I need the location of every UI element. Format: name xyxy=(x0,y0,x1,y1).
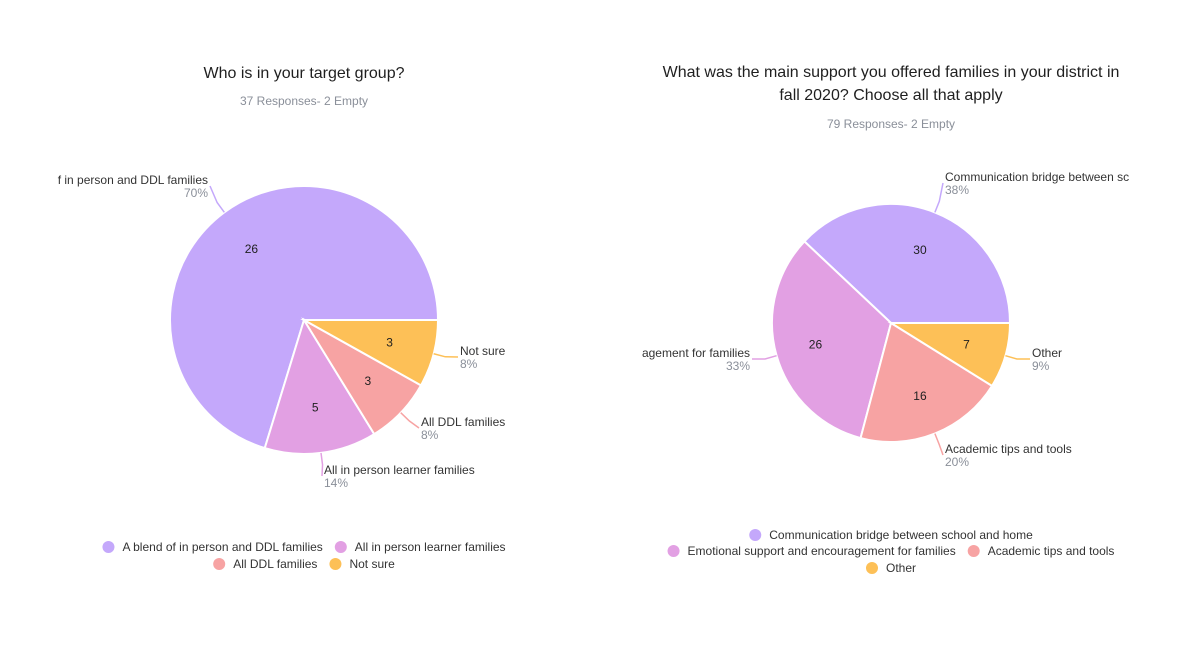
callout-percent: 8% xyxy=(460,357,478,371)
legend-swatch xyxy=(334,541,347,553)
legend-item[interactable]: Other xyxy=(865,561,916,575)
slice-value-label: 26 xyxy=(809,338,823,352)
legend-swatch xyxy=(213,558,226,570)
legend-label: All DDL families xyxy=(233,557,317,571)
callout-percent: 20% xyxy=(945,455,969,469)
pie-slice[interactable] xyxy=(263,317,376,455)
callout-percent: 33% xyxy=(726,359,750,373)
callout-line xyxy=(320,452,324,477)
pie-chart-2: What was the main support you offered fa… xyxy=(642,64,1129,575)
legend-item[interactable]: Emotional support and encouragement for … xyxy=(667,544,956,558)
slice-value-label: 7 xyxy=(963,338,970,352)
callout-percent: 8% xyxy=(421,428,439,442)
legend-label: Academic tips and tools xyxy=(988,544,1115,558)
callout-line xyxy=(400,412,420,429)
callout-label: Academic tips and tools xyxy=(945,442,1072,456)
legend-item[interactable]: Not sure xyxy=(329,557,395,571)
legend-swatch xyxy=(329,558,342,570)
pie-slice[interactable] xyxy=(859,321,994,443)
pie-chart-1: Who is in your target group? 37 Responses… xyxy=(58,65,506,571)
callout-line xyxy=(433,353,459,358)
legend-swatch xyxy=(667,545,680,557)
legend-label: A blend of in person and DDL families xyxy=(122,540,322,554)
slice-value-label: 3 xyxy=(365,374,372,388)
callout-label: f in person and DDL families xyxy=(58,173,208,187)
callout-line xyxy=(934,433,944,456)
legend-item[interactable]: All DDL families xyxy=(213,557,317,571)
callout-line xyxy=(209,185,225,213)
legend-swatch xyxy=(967,545,980,557)
slice-value-label: 16 xyxy=(913,389,927,403)
legend-label: Not sure xyxy=(349,557,395,571)
legend-swatch xyxy=(865,562,878,574)
callout-label: Not sure xyxy=(460,344,506,358)
callout-percent: 9% xyxy=(1032,359,1050,373)
callout-label: Communication bridge between sc xyxy=(945,170,1129,184)
chart-title: Who is in your target group? xyxy=(204,65,405,82)
slice-value-label: 5 xyxy=(312,401,319,415)
slice-value-label: 26 xyxy=(245,242,259,256)
chart-legend: Communication bridge between school and … xyxy=(667,528,1115,575)
chart-subtitle: 37 Responses- 2 Empty xyxy=(240,94,368,108)
legend-swatch xyxy=(749,529,762,541)
chart-legend: A blend of in person and DDL families All… xyxy=(102,540,506,571)
callout-percent: 70% xyxy=(184,186,208,200)
callout-line xyxy=(1005,354,1031,360)
callout-label: Other xyxy=(1032,346,1062,360)
slice-value-label: 3 xyxy=(386,335,393,349)
callout-label: All in person learner families xyxy=(324,463,475,477)
legend-swatch xyxy=(102,541,115,553)
legend-label: All in person learner families xyxy=(355,540,506,554)
legend-item[interactable]: A blend of in person and DDL families xyxy=(102,540,323,554)
chart-title: What was the main support you offered fa… xyxy=(663,64,1120,104)
chart-subtitle: 79 Responses- 2 Empty xyxy=(827,117,955,131)
legend-item[interactable]: Academic tips and tools xyxy=(967,544,1115,558)
callout-line xyxy=(934,182,944,213)
legend-item[interactable]: Communication bridge between school and … xyxy=(749,528,1033,542)
slice-value-label: 30 xyxy=(913,243,927,257)
legend-label: Communication bridge between school and … xyxy=(769,528,1033,542)
callout-percent: 14% xyxy=(324,476,348,490)
callout-percent: 38% xyxy=(945,183,969,197)
legend-label: Emotional support and encouragement for … xyxy=(688,544,956,558)
callout-label: agement for families xyxy=(642,346,750,360)
legend-item[interactable]: All in person learner families xyxy=(334,540,506,554)
callout-label: All DDL families xyxy=(421,415,505,429)
callout-line xyxy=(751,354,777,360)
legend-label: Other xyxy=(886,561,916,575)
